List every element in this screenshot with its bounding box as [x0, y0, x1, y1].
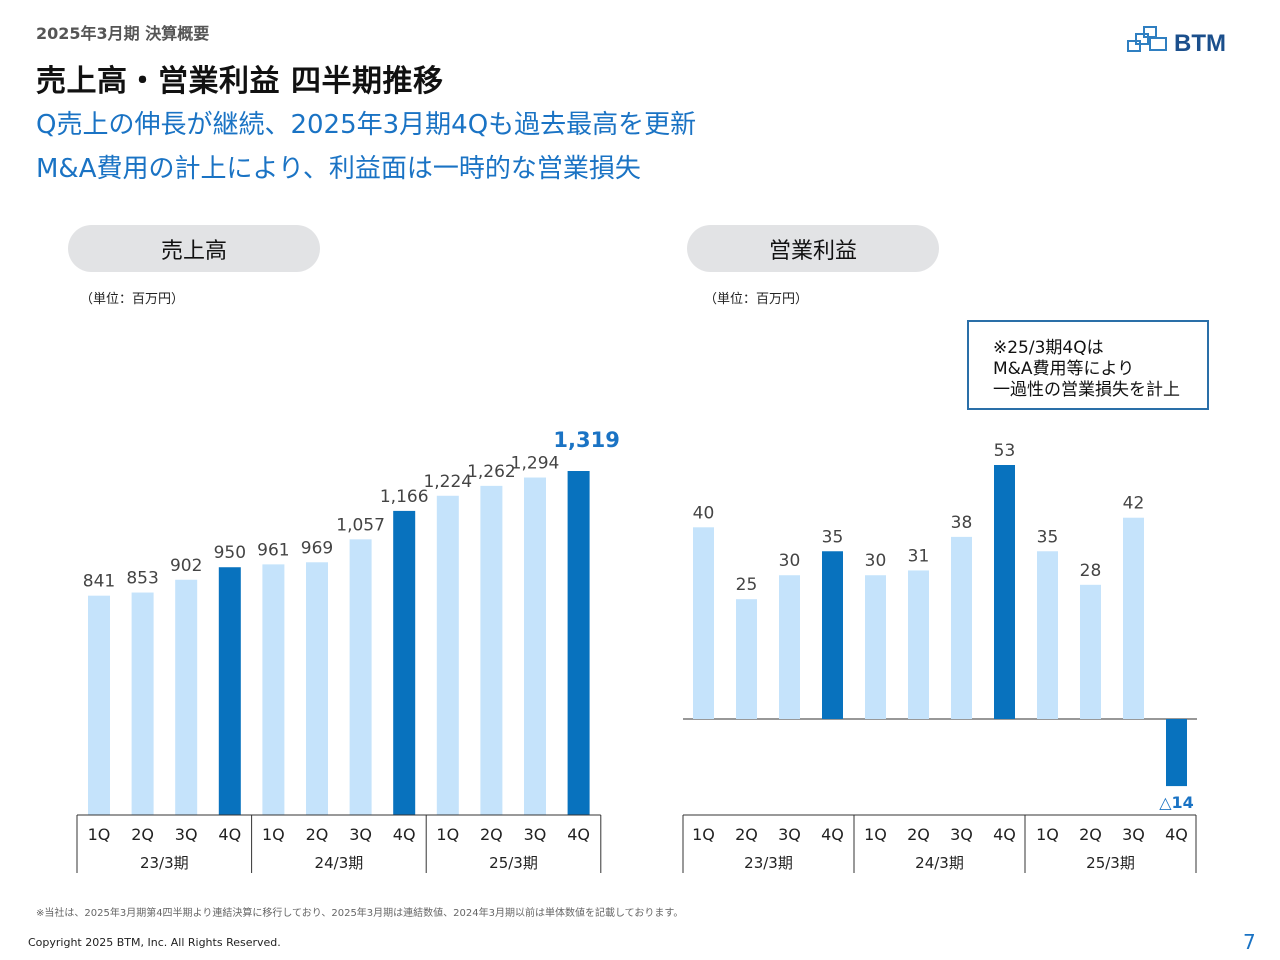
sales-bar-6 — [306, 562, 328, 815]
btm-logo-icon: BTM — [1127, 26, 1226, 57]
profit-value-label-3: 30 — [779, 551, 801, 571]
sales-quarter-label-7: 3Q — [349, 825, 372, 844]
annotation-line-1: ※25/3期4Qは — [993, 338, 1104, 358]
sales-value-label-8: 1,166 — [380, 487, 429, 507]
page-title: 売上高・営業利益 四半期推移 — [36, 64, 444, 99]
sales-quarter-label-11: 3Q — [524, 825, 547, 844]
profit-bar-1 — [693, 527, 714, 719]
sales-bar-2 — [131, 592, 154, 815]
sales-value-label-7: 1,057 — [336, 515, 385, 535]
profit-quarter-label-5: 1Q — [864, 825, 887, 844]
profit-quarter-label-3: 3Q — [778, 825, 801, 844]
profit-bar-4 — [822, 551, 843, 719]
sales-quarter-label-10: 2Q — [480, 825, 503, 844]
sales-bar-3 — [175, 579, 198, 815]
profit-bar-10 — [1080, 584, 1101, 719]
sales-value-label-12: 1,319 — [553, 428, 619, 452]
annotation-line-3: 一過性の営業損失を計上 — [993, 380, 1180, 400]
sales-bar-4 — [218, 567, 241, 815]
sales-value-label-5: 961 — [257, 540, 289, 560]
profit-quarter-label-8: 4Q — [993, 825, 1016, 844]
sales-value-label-3: 902 — [170, 556, 202, 576]
profit-quarter-label-11: 3Q — [1122, 825, 1145, 844]
profit-bar-9 — [1037, 551, 1058, 719]
sales-quarter-label-9: 1Q — [436, 825, 459, 844]
sales-quarter-label-3: 3Q — [175, 825, 198, 844]
profit-bar-5 — [865, 575, 886, 719]
profit-bar-2 — [736, 599, 757, 719]
sales-bar-11 — [524, 477, 546, 815]
profit-value-label-12: △14 — [1159, 793, 1194, 812]
section-kicker: 2025年3月期 決算概要 — [36, 24, 210, 43]
page-number: 7 — [1243, 930, 1256, 954]
sales-value-label-2: 853 — [126, 569, 158, 589]
profit-quarter-label-4: 4Q — [821, 825, 844, 844]
profit-value-label-9: 35 — [1037, 527, 1059, 547]
btm-logo: BTM — [1126, 24, 1256, 58]
profit-bar-12 — [1166, 719, 1187, 787]
profit-value-label-1: 40 — [693, 503, 715, 523]
profit-quarter-label-9: 1Q — [1036, 825, 1059, 844]
profit-value-label-4: 35 — [822, 527, 844, 547]
profit-unit-label: （単位：百万円） — [704, 292, 809, 307]
profit-fiscal-year-label-3: 25/3期 — [1086, 854, 1135, 872]
annotation-line-2: M&A費用等により — [993, 359, 1135, 379]
sales-value-label-9: 1,224 — [423, 472, 472, 492]
loss-annotation-box: ※25/3期4Qは M&A費用等により 一過性の営業損失を計上 — [967, 320, 1209, 410]
sales-value-label-11: 1,294 — [511, 454, 560, 474]
profit-bar-7 — [951, 536, 972, 719]
profit-bar-8 — [994, 465, 1015, 719]
sales-value-label-10: 1,262 — [467, 462, 516, 482]
footnote: ※当社は、2025年3月期第4四半期より連結決算に移行しており、2025年3月期… — [36, 908, 684, 919]
sales-quarter-label-4: 4Q — [218, 825, 241, 844]
sales-fiscal-year-label-2: 24/3期 — [315, 854, 364, 872]
profit-chart-label: 営業利益 — [687, 225, 939, 272]
sales-chart-label: 売上高 — [68, 225, 320, 272]
sales-unit-label: （単位：百万円） — [80, 292, 185, 307]
subtitle-line-1: Q売上の伸長が継続、2025年3月期4Qも過去最高を更新 — [36, 110, 697, 140]
profit-bar-11 — [1123, 517, 1144, 719]
logo-text: BTM — [1174, 30, 1226, 57]
sales-fiscal-year-label-1: 23/3期 — [140, 854, 189, 872]
sales-quarter-label-12: 4Q — [567, 825, 590, 844]
profit-bar-3 — [779, 575, 800, 719]
profit-quarter-label-7: 3Q — [950, 825, 973, 844]
profit-value-label-7: 38 — [951, 513, 973, 533]
profit-value-label-11: 42 — [1123, 494, 1145, 514]
profit-value-label-5: 30 — [865, 551, 887, 571]
sales-value-label-1: 841 — [83, 572, 115, 592]
sales-bar-9 — [436, 495, 459, 815]
sales-fiscal-year-label-3: 25/3期 — [489, 854, 538, 872]
profit-quarter-label-1: 1Q — [692, 825, 715, 844]
sales-quarter-label-8: 4Q — [393, 825, 416, 844]
profit-value-label-8: 53 — [994, 441, 1016, 461]
sales-quarter-label-5: 1Q — [262, 825, 285, 844]
sales-bar-1 — [88, 595, 110, 815]
copyright: Copyright 2025 BTM, Inc. All Rights Rese… — [28, 936, 281, 949]
sales-bar-8 — [393, 510, 416, 815]
profit-value-label-6: 31 — [908, 546, 930, 566]
profit-fiscal-year-label-2: 24/3期 — [915, 854, 964, 872]
sales-quarter-label-1: 1Q — [88, 825, 111, 844]
profit-quarter-label-6: 2Q — [907, 825, 930, 844]
sales-quarter-label-6: 2Q — [306, 825, 329, 844]
sales-bar-12 — [567, 471, 590, 815]
profit-quarter-label-10: 2Q — [1079, 825, 1102, 844]
sales-bar-7 — [349, 539, 372, 815]
profit-fiscal-year-label-1: 23/3期 — [744, 854, 793, 872]
sales-quarter-label-2: 2Q — [131, 825, 154, 844]
profit-quarter-label-2: 2Q — [735, 825, 758, 844]
sales-value-label-6: 969 — [301, 538, 333, 558]
sales-value-label-4: 950 — [214, 543, 246, 563]
sales-bar-10 — [480, 485, 503, 815]
profit-value-label-2: 25 — [736, 575, 758, 595]
profit-quarter-label-12: 4Q — [1165, 825, 1188, 844]
profit-bar-6 — [908, 570, 929, 719]
subtitle-line-2: M&A費用の計上により、利益面は一時的な営業損失 — [36, 154, 641, 184]
sales-bar-5 — [262, 564, 285, 815]
profit-value-label-10: 28 — [1080, 561, 1102, 581]
